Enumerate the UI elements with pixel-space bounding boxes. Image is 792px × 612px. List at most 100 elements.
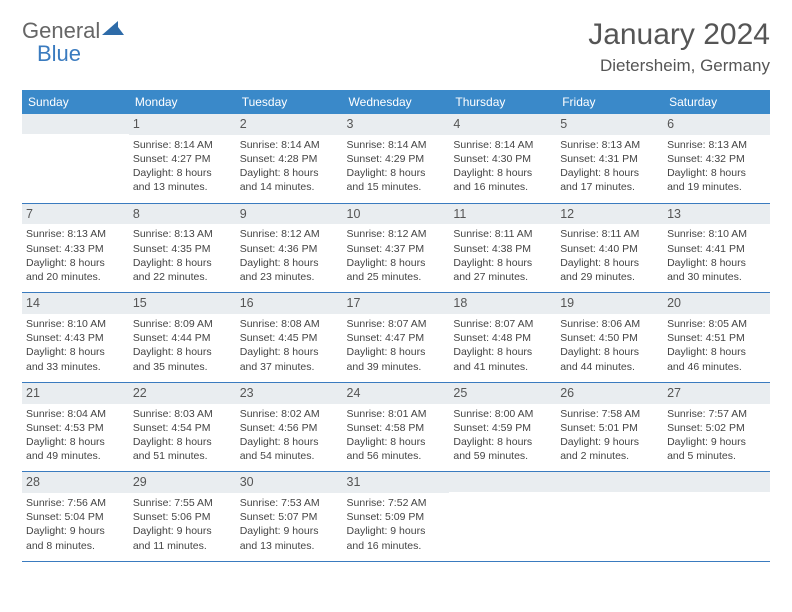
daylight-line: Daylight: 8 hours and 49 minutes. xyxy=(26,435,125,463)
calendar-week-row: 7Sunrise: 8:13 AMSunset: 4:33 PMDaylight… xyxy=(22,203,770,293)
sunset-line: Sunset: 4:30 PM xyxy=(453,152,552,166)
daylight-line: Daylight: 8 hours and 22 minutes. xyxy=(133,256,232,284)
calendar-day-cell: 15Sunrise: 8:09 AMSunset: 4:44 PMDayligh… xyxy=(129,293,236,383)
sunrise-line: Sunrise: 8:13 AM xyxy=(667,138,766,152)
sunrise-line: Sunrise: 8:03 AM xyxy=(133,407,232,421)
sunset-line: Sunset: 4:31 PM xyxy=(560,152,659,166)
date-number: 30 xyxy=(236,472,343,493)
calendar-day-cell: 11Sunrise: 8:11 AMSunset: 4:38 PMDayligh… xyxy=(449,203,556,293)
sunrise-line: Sunrise: 8:14 AM xyxy=(240,138,339,152)
daylight-line: Daylight: 8 hours and 27 minutes. xyxy=(453,256,552,284)
sunrise-line: Sunrise: 8:04 AM xyxy=(26,407,125,421)
daylight-line: Daylight: 9 hours and 13 minutes. xyxy=(240,524,339,552)
sunset-line: Sunset: 4:27 PM xyxy=(133,152,232,166)
calendar-day-cell: 14Sunrise: 8:10 AMSunset: 4:43 PMDayligh… xyxy=(22,293,129,383)
date-number: 13 xyxy=(663,204,770,225)
calendar-week-row: 1 Sunrise: 8:14 AM Sunset: 4:27 PM Daylight… xyxy=(22,114,770,203)
calendar-week-row: 14 Sunrise: 8:10 AMSunset: 4:43 PM Dayligh… xyxy=(22,293,770,383)
calendar-day-cell: 1Sunrise: 8:14 AMSunset: 4:27 PMDaylight… xyxy=(129,114,236,203)
daylight-line: Daylight: 8 hours and 41 minutes. xyxy=(453,345,552,373)
daylight-line: Daylight: 8 hours and 17 minutes. xyxy=(560,166,659,194)
sunset-line: Sunset: 4:51 PM xyxy=(667,331,766,345)
date-number: 29 xyxy=(129,472,236,493)
date-number: 14 xyxy=(22,293,129,314)
weekday-header: Sunday xyxy=(22,90,129,114)
sunset-line: Sunset: 4:37 PM xyxy=(347,242,446,256)
sunset-line: Sunset: 4:48 PM xyxy=(453,331,552,345)
sunrise-line: Sunrise: 8:09 AM xyxy=(133,317,232,331)
sunset-line: Sunset: 4:43 PM xyxy=(26,331,125,345)
empty-date-bar xyxy=(556,472,663,492)
date-number: 7 xyxy=(22,204,129,225)
date-number: 9 xyxy=(236,204,343,225)
calendar-day-cell: 28Sunrise: 7:56 AMSunset: 5:04 PMDayligh… xyxy=(22,472,129,562)
date-number: 27 xyxy=(663,383,770,404)
sunrise-line: Sunrise: 8:12 AM xyxy=(240,227,339,241)
sunrise-line: Sunrise: 8:13 AM xyxy=(133,227,232,241)
daylight-line: Daylight: 8 hours and 51 minutes. xyxy=(133,435,232,463)
calendar-week-row: 28Sunrise: 7:56 AMSunset: 5:04 PMDayligh… xyxy=(22,472,770,562)
sunrise-line: Sunrise: 8:00 AM xyxy=(453,407,552,421)
calendar-day-cell: 6Sunrise: 8:13 AMSunset: 4:32 PMDaylight… xyxy=(663,114,770,203)
date-number: 1 xyxy=(129,114,236,135)
date-number: 22 xyxy=(129,383,236,404)
date-number: 16 xyxy=(236,293,343,314)
sunset-line: Sunset: 4:44 PM xyxy=(133,331,232,345)
date-number: 17 xyxy=(343,293,450,314)
daylight-line: Daylight: 8 hours and 20 minutes. xyxy=(26,256,125,284)
calendar-week-row: 21Sunrise: 8:04 AMSunset: 4:53 PMDayligh… xyxy=(22,382,770,472)
date-number: 26 xyxy=(556,383,663,404)
calendar-day-cell: 9Sunrise: 8:12 AMSunset: 4:36 PMDaylight… xyxy=(236,203,343,293)
sunset-line: Sunset: 4:38 PM xyxy=(453,242,552,256)
date-number: 10 xyxy=(343,204,450,225)
daylight-line: Daylight: 8 hours and 35 minutes. xyxy=(133,345,232,373)
sunset-line: Sunset: 4:33 PM xyxy=(26,242,125,256)
sunrise-line: Sunrise: 8:05 AM xyxy=(667,317,766,331)
weekday-header-row: Sunday Monday Tuesday Wednesday Thursday… xyxy=(22,90,770,114)
daylight-line: Daylight: 8 hours and 23 minutes. xyxy=(240,256,339,284)
title-block: January 2024 Dietersheim, Germany xyxy=(588,18,770,76)
sunrise-line: Sunrise: 8:14 AM xyxy=(453,138,552,152)
sunset-line: Sunset: 4:54 PM xyxy=(133,421,232,435)
sunset-line: Sunset: 4:40 PM xyxy=(560,242,659,256)
sunset-line: Sunset: 5:04 PM xyxy=(26,510,125,524)
daylight-line: Daylight: 8 hours and 15 minutes. xyxy=(347,166,446,194)
calendar-day-cell: 31Sunrise: 7:52 AMSunset: 5:09 PMDayligh… xyxy=(343,472,450,562)
calendar-day-cell: 26Sunrise: 7:58 AMSunset: 5:01 PMDayligh… xyxy=(556,382,663,472)
header: General January 2024 Dietersheim, German… xyxy=(22,18,770,76)
daylight-line: Daylight: 9 hours and 16 minutes. xyxy=(347,524,446,552)
sunset-line: Sunset: 4:45 PM xyxy=(240,331,339,345)
sunrise-line: Sunrise: 8:01 AM xyxy=(347,407,446,421)
calendar-day-cell: 23Sunrise: 8:02 AMSunset: 4:56 PMDayligh… xyxy=(236,382,343,472)
calendar-day-cell: 8Sunrise: 8:13 AMSunset: 4:35 PMDaylight… xyxy=(129,203,236,293)
sunset-line: Sunset: 5:06 PM xyxy=(133,510,232,524)
sunrise-line: Sunrise: 8:13 AM xyxy=(26,227,125,241)
weekday-header: Thursday xyxy=(449,90,556,114)
calendar-body: 1 Sunrise: 8:14 AM Sunset: 4:27 PM Daylight… xyxy=(22,114,770,561)
sunrise-line: Sunrise: 8:14 AM xyxy=(347,138,446,152)
sunrise-line: Sunrise: 8:10 AM xyxy=(26,317,125,331)
date-number: 5 xyxy=(556,114,663,135)
calendar-day-cell: 3Sunrise: 8:14 AMSunset: 4:29 PMDaylight… xyxy=(343,114,450,203)
weekday-header: Wednesday xyxy=(343,90,450,114)
sunrise-line: Sunrise: 8:11 AM xyxy=(560,227,659,241)
sunrise-line: Sunrise: 7:56 AM xyxy=(26,496,125,510)
sunrise-line: Sunrise: 8:12 AM xyxy=(347,227,446,241)
weekday-header: Monday xyxy=(129,90,236,114)
date-number: 4 xyxy=(449,114,556,135)
calendar-day-cell: 19Sunrise: 8:06 AMSunset: 4:50 PMDayligh… xyxy=(556,293,663,383)
date-number: 18 xyxy=(449,293,556,314)
calendar-day-cell xyxy=(663,472,770,562)
empty-date-bar xyxy=(449,472,556,492)
daylight-line: Daylight: 8 hours and 39 minutes. xyxy=(347,345,446,373)
daylight-line: Daylight: 8 hours and 30 minutes. xyxy=(667,256,766,284)
sunset-line: Sunset: 5:02 PM xyxy=(667,421,766,435)
calendar-day-cell: 17Sunrise: 8:07 AMSunset: 4:47 PMDayligh… xyxy=(343,293,450,383)
calendar-day-cell: 2Sunrise: 8:14 AMSunset: 4:28 PMDaylight… xyxy=(236,114,343,203)
date-number: 12 xyxy=(556,204,663,225)
date-number: 8 xyxy=(129,204,236,225)
sunrise-line: Sunrise: 7:55 AM xyxy=(133,496,232,510)
daylight-line: Daylight: 8 hours and 25 minutes. xyxy=(347,256,446,284)
calendar-day-cell: 21Sunrise: 8:04 AMSunset: 4:53 PMDayligh… xyxy=(22,382,129,472)
calendar-table: Sunday Monday Tuesday Wednesday Thursday… xyxy=(22,90,770,562)
